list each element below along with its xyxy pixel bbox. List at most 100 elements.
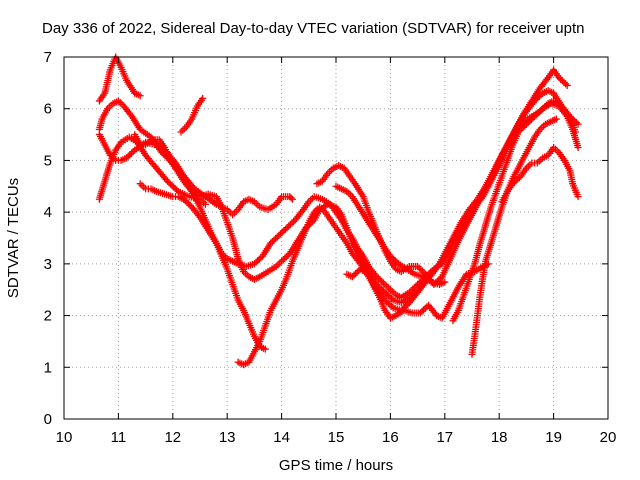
data-point-marker	[405, 293, 413, 301]
data-point-marker	[376, 276, 384, 284]
data-point-marker	[278, 257, 286, 265]
data-point-marker	[558, 77, 566, 85]
data-point-marker	[384, 291, 392, 299]
x-tick-label: 18	[491, 429, 508, 446]
data-point-marker	[574, 120, 582, 128]
data-point-marker	[381, 288, 389, 296]
data-point-marker	[572, 119, 580, 127]
data-point-marker	[386, 301, 394, 309]
data-point-marker	[381, 296, 389, 304]
y-tick-label: 5	[44, 152, 52, 169]
data-point-marker	[255, 255, 263, 263]
data-point-marker	[521, 122, 529, 130]
data-point-marker	[414, 262, 422, 270]
data-point-marker	[552, 115, 560, 123]
data-point-marker	[183, 198, 191, 206]
data-point-marker	[415, 264, 423, 272]
data-point-marker	[436, 274, 444, 282]
data-point-marker	[393, 258, 401, 266]
data-point-marker	[574, 144, 582, 151]
data-point-marker	[383, 298, 391, 306]
data-point-marker	[534, 109, 542, 117]
data-point-marker	[412, 287, 420, 295]
data-point-marker	[275, 231, 283, 239]
y-tick-label: 3	[44, 256, 52, 273]
x-tick-label: 15	[328, 429, 345, 446]
data-point-marker	[407, 292, 415, 300]
data-point-marker	[252, 258, 260, 266]
data-point-marker	[126, 151, 134, 159]
series-track-4	[95, 131, 269, 353]
series-track-13	[468, 115, 560, 358]
data-point-marker	[136, 92, 144, 100]
data-point-marker	[529, 114, 537, 122]
x-axis-label: GPS time / hours	[279, 457, 393, 474]
data-point-marker	[391, 257, 399, 265]
data-point-marker	[379, 287, 387, 295]
x-tick-label: 11	[111, 429, 127, 446]
data-point-marker	[383, 290, 391, 298]
data-point-marker	[516, 126, 524, 134]
data-point-marker	[519, 123, 527, 131]
data-point-marker	[421, 304, 429, 312]
data-point-marker	[397, 306, 405, 314]
data-point-marker	[441, 278, 449, 286]
series-track-11	[343, 265, 427, 307]
data-point-marker	[353, 268, 361, 276]
data-point-marker	[563, 81, 571, 89]
grid	[64, 57, 608, 419]
data-point-marker	[390, 255, 398, 263]
data-point-marker	[510, 178, 518, 186]
series-track-14	[498, 144, 582, 206]
series-track-1	[95, 53, 144, 105]
y-tick-label: 6	[44, 101, 52, 118]
data-point-marker	[537, 106, 545, 114]
data-point-marker	[515, 173, 523, 181]
x-tick-label: 19	[545, 429, 562, 446]
data-markers	[95, 53, 582, 369]
data-point-marker	[531, 112, 539, 120]
series-track-12	[449, 100, 582, 325]
data-point-marker	[555, 74, 563, 82]
series-track-10	[332, 182, 449, 289]
data-point-marker	[270, 236, 278, 244]
data-point-marker	[288, 219, 296, 227]
data-point-marker	[509, 180, 517, 188]
data-point-marker	[560, 78, 568, 86]
data-point-marker	[373, 273, 381, 281]
data-point-marker	[201, 200, 209, 208]
data-point-marker	[277, 230, 285, 238]
data-point-marker	[535, 108, 543, 116]
series-track-6	[177, 94, 207, 136]
data-point-marker	[281, 225, 289, 233]
data-point-marker	[374, 274, 382, 282]
x-tick-label: 14	[273, 429, 290, 446]
data-point-marker	[281, 254, 289, 262]
data-point-marker	[348, 273, 356, 281]
data-point-marker	[283, 224, 291, 232]
data-point-marker	[378, 277, 386, 285]
data-point-marker	[199, 94, 207, 102]
x-tick-label: 16	[382, 429, 399, 446]
data-point-marker	[379, 279, 387, 287]
data-point-marker	[527, 116, 535, 124]
data-point-marker	[272, 235, 280, 243]
y-tick-label: 0	[44, 411, 52, 428]
data-point-marker	[522, 120, 530, 128]
data-point-marker	[532, 111, 540, 119]
x-tick-label: 13	[219, 429, 236, 446]
data-point-marker	[401, 303, 409, 311]
y-tick-label: 4	[44, 204, 52, 221]
data-point-marker	[280, 227, 288, 235]
x-tick-label: 10	[56, 429, 73, 446]
data-point-marker	[250, 260, 258, 268]
data-point-marker	[285, 222, 293, 230]
series-track-5	[131, 131, 492, 322]
data-point-marker	[386, 252, 394, 260]
data-point-marker	[374, 282, 382, 290]
data-point-marker	[286, 221, 294, 229]
data-point-marker	[186, 201, 194, 209]
y-tick-label: 2	[44, 308, 52, 325]
data-point-marker	[290, 217, 298, 225]
data-point-marker	[420, 306, 428, 314]
